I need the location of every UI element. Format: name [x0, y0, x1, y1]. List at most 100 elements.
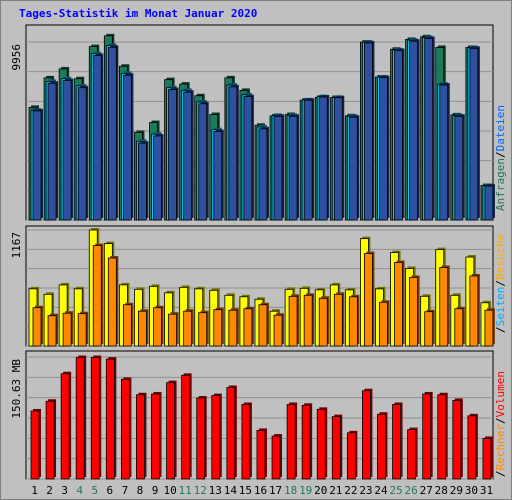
bar-volumen-day-23 — [362, 390, 371, 480]
x-tick-label-7: 7 — [122, 484, 129, 497]
bar-seiten-day-15 — [243, 96, 253, 221]
bar-rechner-day-24 — [379, 301, 388, 347]
x-tick-label-16: 16 — [254, 484, 267, 497]
x-tick-label-18: 18 — [284, 484, 297, 497]
x-tick-label-12: 12 — [194, 484, 207, 497]
bar-rechner-day-27 — [424, 311, 434, 347]
legend-entry: / — [494, 326, 507, 333]
bar-rechner-day-26 — [409, 277, 419, 347]
bar-volumen-day-25 — [392, 404, 401, 480]
bar-seiten-day-6 — [107, 46, 117, 221]
bar-volumen-day-3 — [60, 373, 70, 480]
bar-volumen-day-11 — [181, 374, 191, 480]
bar-seiten-day-23 — [364, 42, 373, 221]
bar-volumen-day-1 — [30, 410, 40, 480]
bar-rechner-day-16 — [258, 304, 268, 347]
bar-rechner-day-22 — [348, 296, 358, 347]
x-tick-label-8: 8 — [137, 484, 144, 497]
bar-seiten-day-10 — [168, 89, 177, 221]
bar-volumen-day-10 — [166, 382, 175, 480]
legend-entry: Seiten — [494, 287, 507, 327]
bar-seiten-day-4 — [77, 87, 87, 221]
legend-entry: / — [494, 417, 507, 424]
bar-rechner-day-13 — [213, 309, 223, 347]
bar-seiten-day-9 — [153, 135, 162, 221]
bar-volumen-day-7 — [120, 378, 130, 480]
bar-volumen-day-21 — [331, 416, 341, 480]
legend-entry: Dateien — [494, 105, 507, 151]
bar-rechner-day-7 — [122, 304, 132, 347]
legend-entry: Volumen — [494, 371, 507, 417]
bar-seiten-day-18 — [288, 115, 298, 221]
bar-seiten-day-11 — [183, 91, 193, 221]
bar-seiten-day-14 — [228, 86, 238, 221]
bar-seiten-day-29 — [454, 115, 464, 221]
x-tick-label-3: 3 — [61, 484, 68, 497]
bar-rechner-day-11 — [183, 310, 193, 347]
x-tick-label-29: 29 — [450, 484, 463, 497]
bar-seiten-day-26 — [409, 40, 419, 221]
bar-seiten-day-20 — [318, 96, 328, 221]
bar-rechner-day-2 — [47, 315, 57, 347]
bar-volumen-day-22 — [346, 432, 356, 480]
x-tick-label-27: 27 — [420, 484, 433, 497]
bar-rechner-day-17 — [273, 314, 283, 347]
x-tick-label-11: 11 — [179, 484, 192, 497]
bar-rechner-day-30 — [469, 275, 479, 347]
bar-rechner-day-3 — [62, 312, 72, 347]
bar-volumen-day-19 — [301, 404, 311, 480]
bar-rechner-day-15 — [243, 308, 253, 347]
legend-entry: Anfragen — [494, 158, 507, 211]
bar-rechner-day-5 — [92, 245, 102, 347]
legend-entry: Besuche — [494, 234, 507, 280]
x-tick-label-17: 17 — [269, 484, 282, 497]
legend-entry: / — [494, 470, 507, 477]
bar-rechner-day-1 — [32, 307, 42, 347]
bar-seiten-day-27 — [424, 38, 434, 221]
panel-bottom-ylabel: 150.63 MB — [10, 359, 23, 419]
x-tick-label-24: 24 — [374, 484, 388, 497]
x-tick-label-10: 10 — [163, 484, 176, 497]
x-tick-label-9: 9 — [152, 484, 159, 497]
bar-seiten-day-1 — [32, 110, 42, 221]
bar-volumen-day-14 — [226, 387, 236, 480]
x-tick-label-19: 19 — [299, 484, 312, 497]
legend-middle: /Seiten/Besuche — [494, 234, 507, 333]
legend-entry: / — [494, 280, 507, 287]
panel-top-ylabel: 9956 — [10, 44, 23, 71]
bar-volumen-day-26 — [407, 429, 417, 480]
bar-seiten-day-30 — [469, 47, 479, 221]
bar-seiten-day-24 — [379, 77, 388, 221]
bar-rechner-day-23 — [364, 253, 373, 347]
bar-volumen-day-29 — [452, 400, 462, 480]
legend-bottom: /Rechner/Volumen — [494, 371, 507, 477]
x-tick-label-31: 31 — [480, 484, 493, 497]
bar-rechner-day-18 — [288, 295, 298, 347]
bar-volumen-day-8 — [136, 394, 145, 480]
bar-rechner-day-28 — [439, 267, 449, 347]
bar-volumen-day-12 — [196, 397, 206, 480]
bar-seiten-day-3 — [62, 80, 72, 221]
bar-volumen-day-27 — [422, 393, 432, 480]
bar-volumen-day-6 — [105, 358, 115, 480]
bar-volumen-day-30 — [467, 415, 477, 480]
bar-rechner-day-8 — [138, 310, 147, 347]
x-tick-label-23: 23 — [359, 484, 372, 497]
bar-rechner-day-19 — [303, 294, 313, 347]
bar-rechner-day-31 — [484, 309, 494, 347]
legend-entry: / — [494, 151, 507, 158]
x-tick-label-22: 22 — [344, 484, 357, 497]
bar-volumen-day-15 — [241, 404, 251, 480]
bar-seiten-day-21 — [333, 97, 343, 221]
bar-seiten-day-13 — [213, 131, 223, 221]
x-tick-label-26: 26 — [405, 484, 418, 497]
legend-top: Anfragen/Dateien — [494, 105, 507, 211]
bar-seiten-day-7 — [122, 74, 132, 221]
x-tick-label-4: 4 — [76, 484, 83, 497]
bar-seiten-day-28 — [439, 84, 449, 221]
bar-rechner-day-6 — [107, 257, 117, 347]
bar-rechner-day-14 — [228, 309, 238, 347]
x-tick-label-20: 20 — [314, 484, 327, 497]
